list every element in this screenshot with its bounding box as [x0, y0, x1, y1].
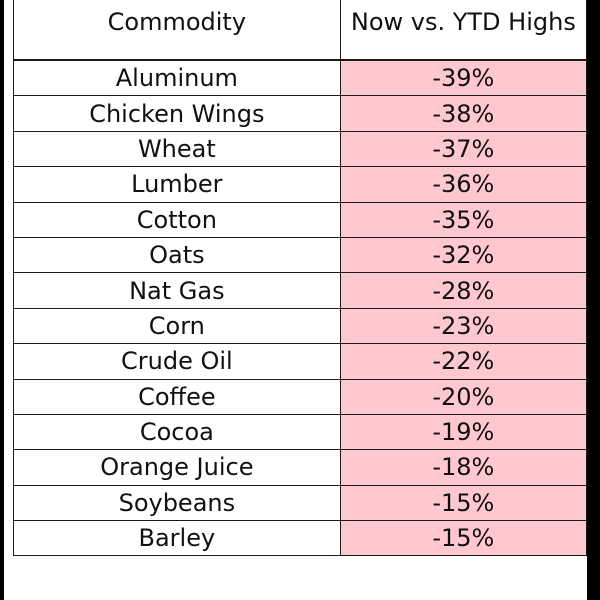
- change-cell: -36%: [339, 166, 587, 203]
- table-row: Barley -15%: [13, 520, 587, 557]
- change-cell: -28%: [339, 272, 587, 309]
- change-cell: -20%: [339, 378, 587, 415]
- table-row: Corn -23%: [13, 307, 587, 345]
- table-body: Aluminum -39% Chicken Wings -38% Wheat -37% Lu…: [13, 59, 587, 557]
- change-cell: -22%: [339, 343, 587, 380]
- change-cell: -18%: [339, 449, 587, 486]
- table-row: Soybeans -15%: [13, 484, 587, 522]
- table-row: Crude Oil -22%: [13, 343, 587, 380]
- table-row: Cotton -35%: [13, 201, 587, 238]
- table-header-row: Commodity Now vs. YTD Highs: [13, 0, 587, 61]
- table-row: Chicken Wings -38%: [13, 95, 587, 132]
- table-row: Orange Juice -18%: [13, 449, 587, 486]
- change-cell: -39%: [339, 59, 587, 97]
- change-cell: -35%: [339, 201, 587, 238]
- change-cell: -15%: [339, 484, 587, 522]
- change-cell: -23%: [339, 307, 587, 345]
- commodity-cell: Oats: [13, 236, 341, 274]
- commodity-cell: Barley: [13, 520, 341, 557]
- change-cell: -32%: [339, 236, 587, 274]
- header-change: Now vs. YTD Highs: [339, 0, 587, 61]
- commodity-cell: Crude Oil: [13, 343, 341, 380]
- commodity-cell: Orange Juice: [13, 449, 341, 486]
- table-page: Commodity Now vs. YTD Highs Aluminum -39%…: [4, 0, 587, 600]
- change-cell: -19%: [339, 413, 587, 451]
- change-cell: -38%: [339, 95, 587, 132]
- commodity-cell: Chicken Wings: [13, 95, 341, 132]
- commodity-cell: Coffee: [13, 378, 341, 415]
- table-row: Cocoa -19%: [13, 413, 587, 451]
- commodity-cell: Cocoa: [13, 413, 341, 451]
- commodity-cell: Soybeans: [13, 484, 341, 522]
- header-commodity: Commodity: [13, 0, 341, 61]
- table-row: Wheat -37%: [13, 130, 587, 168]
- table-row: Lumber -36%: [13, 166, 587, 203]
- table-row: Nat Gas -28%: [13, 272, 587, 309]
- commodity-cell: Lumber: [13, 166, 341, 203]
- change-cell: -37%: [339, 130, 587, 168]
- change-cell: -15%: [339, 520, 587, 557]
- table-row: Oats -32%: [13, 236, 587, 274]
- commodity-cell: Nat Gas: [13, 272, 341, 309]
- table-row: Coffee -20%: [13, 378, 587, 415]
- commodities-table: Commodity Now vs. YTD Highs Aluminum -39%…: [13, 0, 587, 557]
- commodity-cell: Aluminum: [13, 59, 341, 97]
- commodity-cell: Cotton: [13, 201, 341, 238]
- commodity-cell: Corn: [13, 307, 341, 345]
- commodity-cell: Wheat: [13, 130, 341, 168]
- table-row: Aluminum -39%: [13, 59, 587, 97]
